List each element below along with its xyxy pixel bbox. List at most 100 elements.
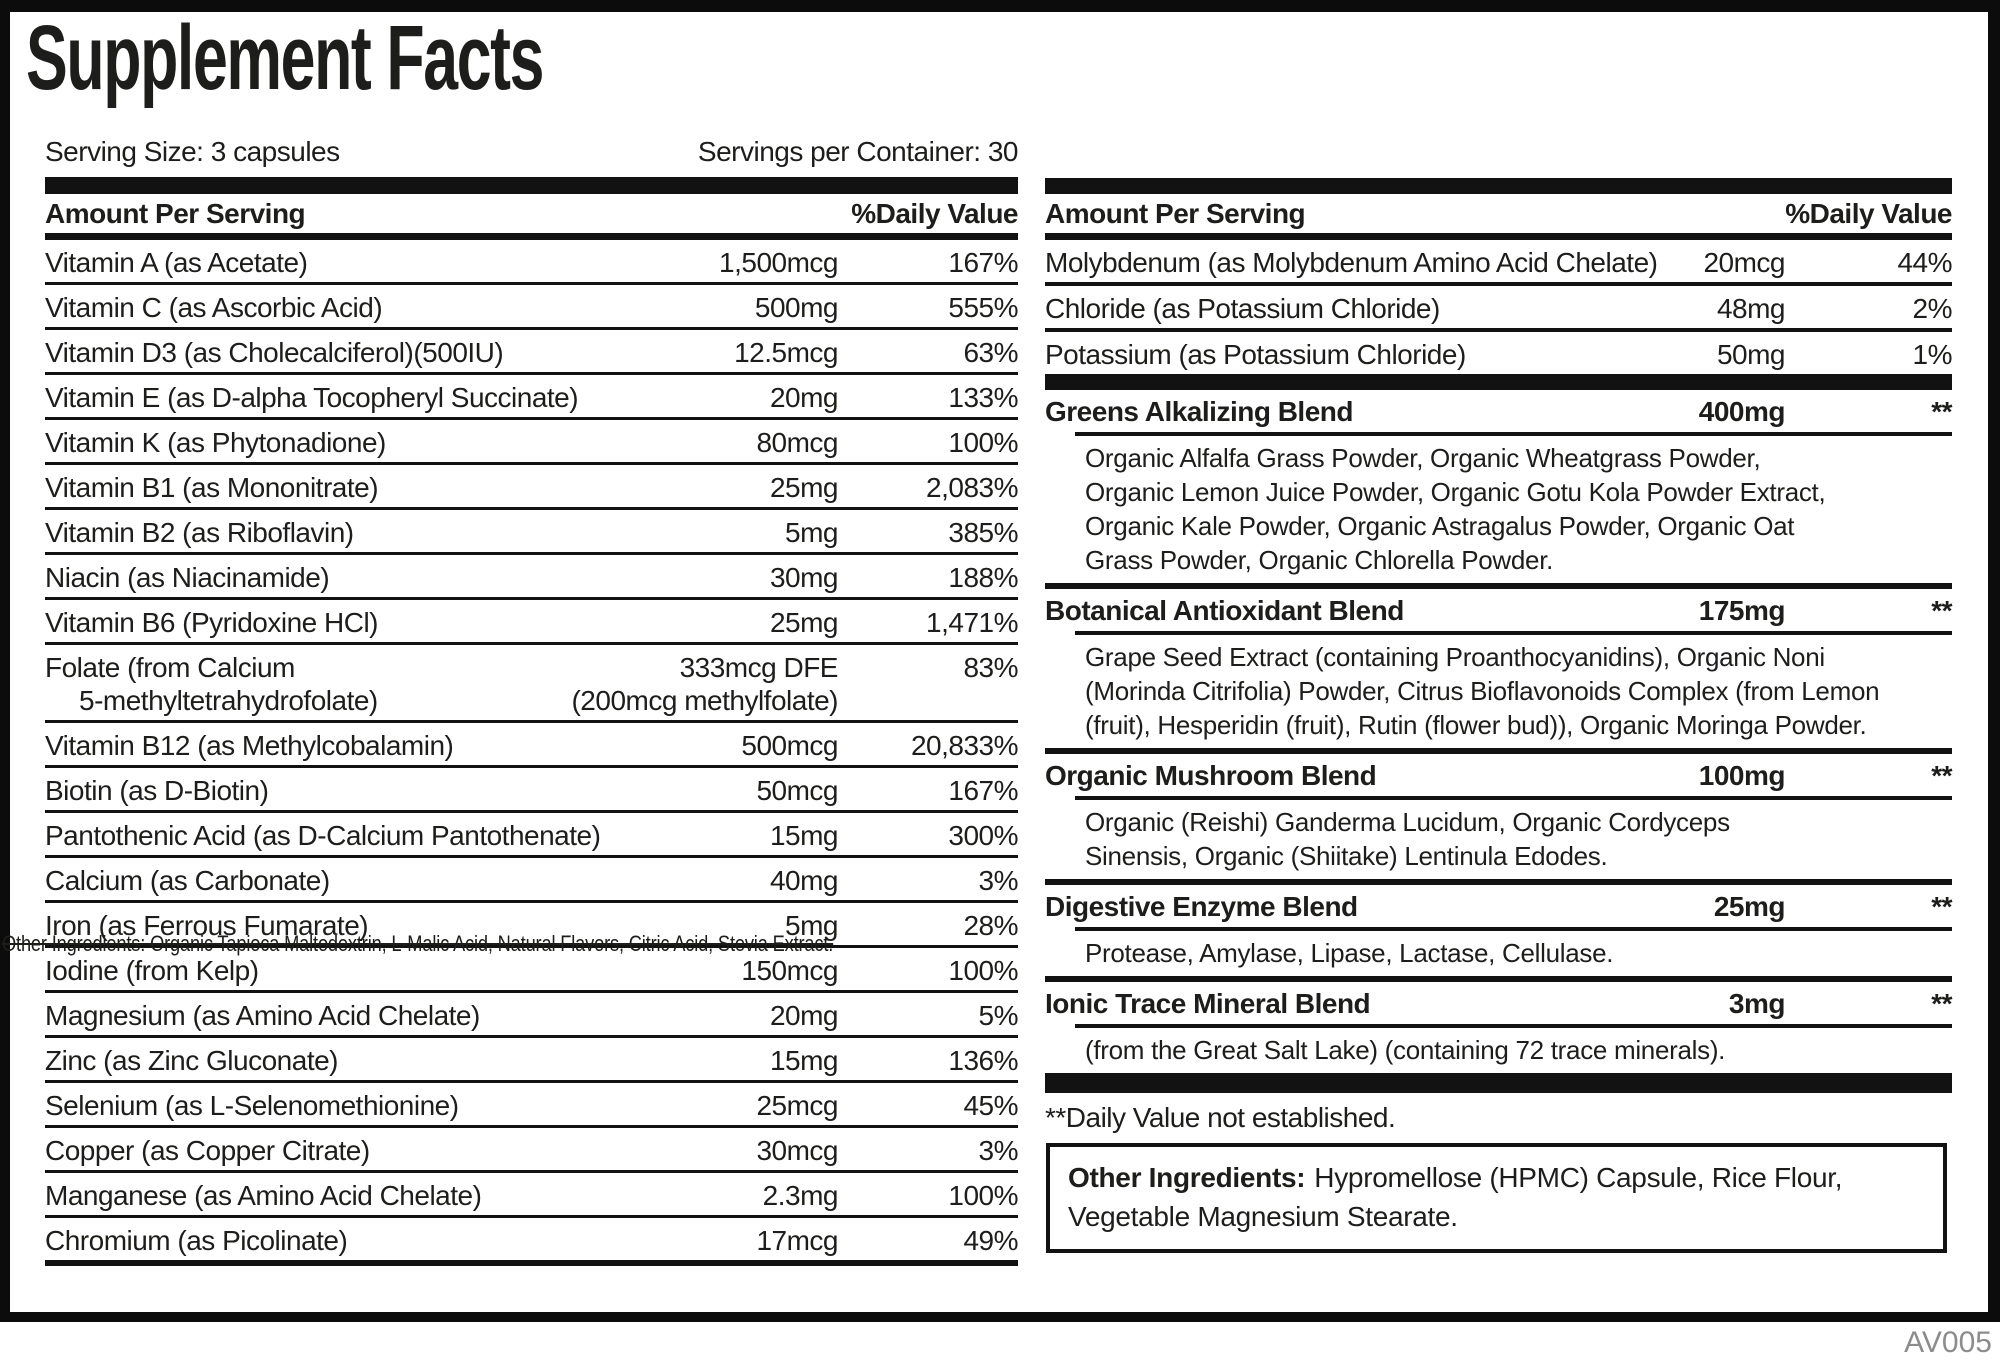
- nutrient-row: Vitamin B2 (as Riboflavin) 5mg 385%: [45, 510, 1019, 555]
- divider-thick: [1045, 178, 1952, 194]
- servings-per-container-text: Servings per Container: 30: [697, 136, 1019, 167]
- blend-section: Botanical Antioxidant Blend 175mg ** Gra…: [1045, 589, 1953, 754]
- divider-medium: [1045, 233, 1952, 240]
- nutrient-name: Folate (from Calcium 5-methyltetrahydrof…: [45, 651, 685, 717]
- nutrient-row: Vitamin C (as Ascorbic Acid) 500mg 555%: [45, 285, 1019, 330]
- nutrient-name-line1: Chromium (as Picolinate): [45, 1225, 348, 1256]
- nutrient-row: Folate (from Calcium 5-methyltetrahydrof…: [45, 645, 1019, 723]
- blend-amount: 175mg: [1698, 595, 1786, 626]
- nutrient-amount-line1: 25mcg: [756, 1090, 838, 1121]
- nutrient-amount-line1: 12.5mcg: [734, 337, 838, 368]
- blend-amount: 25mg: [1713, 891, 1786, 922]
- nutrient-amount-line2: (200mcg methylfolate): [571, 685, 838, 716]
- nutrient-daily-value: 1%: [1912, 339, 1953, 370]
- nutrient-daily-value: 300%: [948, 820, 1018, 851]
- nutrient-daily-value: 3%: [978, 1135, 1019, 1166]
- nutrient-name-line1: Vitamin K (as Phytonadione): [45, 427, 386, 458]
- nutrient-name: Vitamin A (as Acetate): [45, 246, 685, 279]
- other-ingredients-label: Other Ingredients:: [1068, 1162, 1306, 1193]
- nutrient-amount: 20mg: [685, 381, 839, 414]
- divider-thin: [1075, 927, 1952, 931]
- divider-thick: [1045, 1073, 1952, 1093]
- nutrient-name-line1: Biotin (as D-Biotin): [45, 775, 269, 806]
- nutrient-row: Potassium (as Potassium Chloride) 50mg 1…: [1045, 332, 1953, 374]
- nutrient-daily-value: 45%: [963, 1090, 1018, 1121]
- blend-header: Greens Alkalizing Blend 400mg **: [1045, 390, 1953, 432]
- blend-daily-value: **: [1931, 396, 1952, 427]
- nutrient-name-line1: Pantothenic Acid (as D-Calcium Pantothen…: [45, 820, 601, 851]
- nutrient-row: Vitamin B6 (Pyridoxine HCl) 25mg 1,471%: [45, 600, 1019, 645]
- nutrient-name: Vitamin D3 (as Cholecalciferol)(500IU): [45, 336, 685, 369]
- nutrient-name-line1: Iron (as Ferrous Fumarate): [45, 910, 369, 941]
- nutrient-row: Vitamin D3 (as Cholecalciferol)(500IU) 1…: [45, 330, 1019, 375]
- blend-daily-value: **: [1931, 891, 1952, 922]
- nutrient-daily-value: 1,471%: [926, 607, 1018, 638]
- nutrient-row: Zinc (as Zinc Gluconate) 15mg 136%: [45, 1038, 1019, 1083]
- nutrient-daily-value: 555%: [948, 292, 1018, 323]
- nutrient-amount: 15mg: [685, 1044, 839, 1077]
- nutrient-amount: 15mg: [685, 819, 839, 852]
- nutrient-daily-value: 28%: [963, 910, 1018, 941]
- nutrient-amount-line1: 25mg: [769, 607, 839, 638]
- nutrient-amount-line1: 20mcg: [1703, 247, 1785, 278]
- blend-header: Ionic Trace Mineral Blend 3mg **: [1045, 982, 1953, 1024]
- nutrient-daily-value: 385%: [948, 517, 1018, 548]
- nutrient-row: Chloride (as Potassium Chloride) 48mg 2%: [1045, 286, 1953, 332]
- divider-thick: [45, 177, 1018, 194]
- nutrient-amount: 40mg: [685, 864, 839, 897]
- nutrient-name: Pantothenic Acid (as D-Calcium Pantothen…: [45, 819, 685, 852]
- nutrient-name: Vitamin K (as Phytonadione): [45, 426, 685, 459]
- nutrient-amount: 500mg: [685, 291, 839, 324]
- nutrient-row: Niacin (as Niacinamide) 30mg 188%: [45, 555, 1019, 600]
- nutrient-daily-value: 44%: [1897, 247, 1952, 278]
- table-header-left: Amount Per Serving %Daily Value: [45, 194, 1018, 233]
- nutrient-amount-line1: 15mg: [769, 820, 839, 851]
- nutrient-row: Vitamin B12 (as Methylcobalamin) 500mcg …: [45, 723, 1019, 768]
- nutrient-amount: 48mg: [1565, 292, 1786, 325]
- nutrient-name-line1: Calcium (as Carbonate): [45, 865, 330, 896]
- divider-section: [1045, 748, 1952, 754]
- nutrient-name-line1: Zinc (as Zinc Gluconate): [45, 1045, 339, 1076]
- nutrient-amount-line1: 1,500mcg: [719, 247, 838, 278]
- nutrient-name-line1: Vitamin C (as Ascorbic Acid): [45, 292, 383, 323]
- nutrient-amount-line1: 150mcg: [741, 955, 838, 986]
- nutrient-name: Vitamin B6 (Pyridoxine HCl): [45, 606, 685, 639]
- nutrient-daily-value: 63%: [963, 337, 1018, 368]
- label-title: Supplement Facts: [26, 7, 544, 109]
- nutrient-amount: 25mg: [685, 606, 839, 639]
- nutrient-name-line2: 5-methyltetrahydrofolate): [79, 685, 378, 716]
- daily-value-header: %Daily Value: [1785, 197, 1952, 229]
- other-ingredients-text: Hypromellose (HPMC) Capsule, Rice Flour,…: [1068, 1162, 1843, 1232]
- blend-section: Organic Mushroom Blend 100mg ** Organic …: [1045, 754, 1953, 885]
- nutrient-amount: 30mcg: [685, 1134, 838, 1167]
- blend-name: Digestive Enzyme Blend: [1045, 891, 1358, 922]
- nutrient-row: Copper (as Copper Citrate) 30mcg 3%: [45, 1128, 1019, 1173]
- blend-ingredients: Organic (Reishi) Ganderma Lucidum, Organ…: [1085, 807, 1730, 871]
- nutrient-amount-line1: 15mg: [769, 1045, 839, 1076]
- nutrient-table-right: Amount Per Serving %Daily Value Molybden…: [1045, 178, 1953, 1134]
- nutrient-name-line1: Vitamin B6 (Pyridoxine HCl): [45, 607, 379, 638]
- nutrient-name: Vitamin E (as D-alpha Tocopheryl Succina…: [45, 381, 685, 414]
- nutrient-name: Zinc (as Zinc Gluconate): [45, 1044, 685, 1077]
- nutrient-rows-right: Molybdenum (as Molybdenum Amino Acid Che…: [1045, 240, 1953, 374]
- blend-name: Greens Alkalizing Blend: [1045, 396, 1353, 427]
- nutrient-name-line1: Vitamin B1 (as Mononitrate): [45, 472, 379, 503]
- nutrient-amount-line1: 20mg: [769, 1000, 839, 1031]
- nutrient-name: Potassium (as Potassium Chloride): [1045, 338, 1565, 371]
- blend-name: Ionic Trace Mineral Blend: [1045, 988, 1371, 1019]
- nutrient-row: Selenium (as L-Selenomethionine) 25mcg 4…: [45, 1083, 1019, 1128]
- blend-daily-value: **: [1931, 988, 1952, 1019]
- nutrient-amount: 25mg: [685, 471, 839, 504]
- table-header-right: Amount Per Serving %Daily Value: [1045, 194, 1952, 233]
- nutrient-name: Magnesium (as Amino Acid Chelate): [45, 999, 685, 1032]
- blend-section: Digestive Enzyme Blend 25mg ** Protease,…: [1045, 885, 1953, 982]
- nutrient-row: Iron (as Ferrous Fumarate) 5mg 28%: [45, 903, 1019, 948]
- nutrient-name-line1: Folate (from Calcium: [45, 652, 295, 683]
- nutrient-name-line1: Magnesium (as Amino Acid Chelate): [45, 1000, 480, 1031]
- daily-value-footnote: **Daily Value not established.: [1045, 1102, 1396, 1133]
- nutrient-daily-value: 100%: [948, 427, 1018, 458]
- nutrient-amount: 150mcg: [685, 954, 838, 987]
- nutrient-amount-line1: 48mg: [1716, 293, 1786, 324]
- blend-header: Organic Mushroom Blend 100mg **: [1045, 754, 1953, 796]
- nutrient-name-line1: Vitamin B2 (as Riboflavin): [45, 517, 354, 548]
